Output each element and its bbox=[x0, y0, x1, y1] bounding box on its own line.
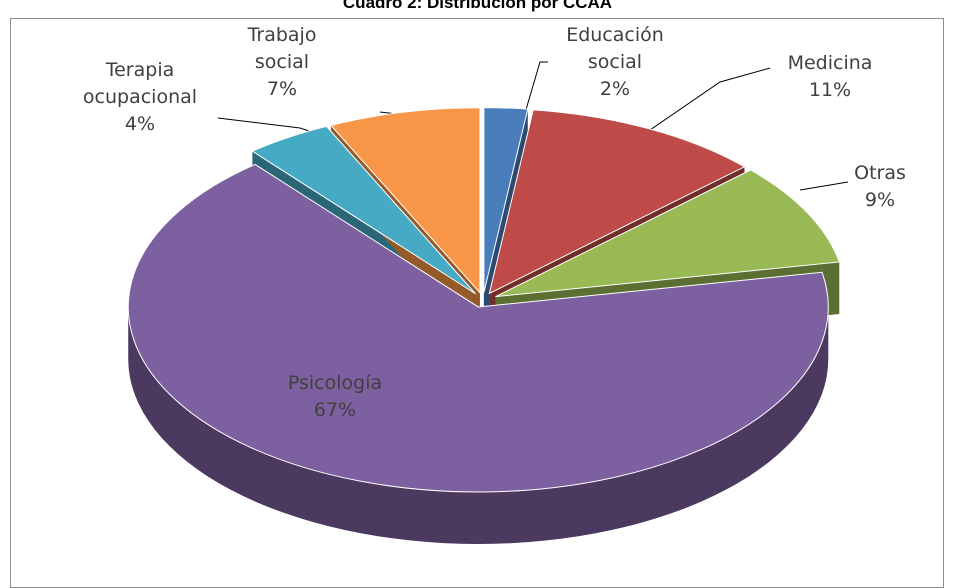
value-label: 7% bbox=[266, 78, 298, 100]
slice bbox=[251, 125, 476, 295]
value-label: 2% bbox=[599, 78, 631, 100]
slice-label: Terapia ocupacional 4% bbox=[55, 57, 225, 138]
slice-label: Psicología 67% bbox=[260, 370, 410, 424]
leader-lines bbox=[217, 61, 849, 191]
slice-label: Medicina 11% bbox=[760, 50, 900, 104]
category-label: Educación social bbox=[566, 24, 664, 73]
leader-line bbox=[799, 181, 849, 191]
slice-side-shade bbox=[128, 306, 829, 544]
category-label: Trabajo social bbox=[247, 24, 317, 73]
category-label: Otras bbox=[854, 162, 906, 184]
value-label: 9% bbox=[864, 189, 896, 211]
leader-line bbox=[649, 67, 771, 131]
leader-line bbox=[519, 61, 548, 131]
slice bbox=[483, 107, 529, 293]
value-label: 4% bbox=[124, 113, 156, 135]
slice-label: Educación social 2% bbox=[540, 22, 690, 103]
slice bbox=[488, 109, 746, 295]
slice-label: Trabajo social 7% bbox=[222, 22, 342, 103]
slice-side bbox=[128, 306, 829, 544]
slice bbox=[329, 107, 481, 295]
slice-label: Otras 9% bbox=[830, 160, 930, 214]
slice-tops bbox=[127, 107, 840, 493]
value-label: 11% bbox=[808, 79, 852, 101]
value-label: 67% bbox=[313, 399, 357, 421]
category-label: Psicología bbox=[287, 372, 383, 394]
category-label: Medicina bbox=[787, 52, 873, 74]
slice bbox=[127, 163, 829, 493]
slice bbox=[495, 169, 840, 298]
category-label: Terapia ocupacional bbox=[82, 59, 198, 108]
chart-title: Cuadro 2: Distribución por CCAA bbox=[342, 0, 613, 12]
